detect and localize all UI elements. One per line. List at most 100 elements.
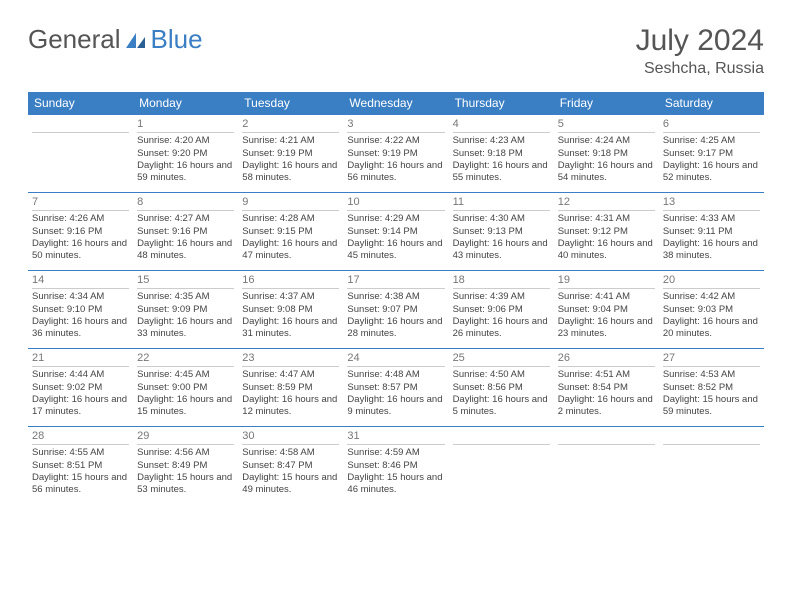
sunrise-text: Sunrise: 4:21 AM <box>242 135 339 147</box>
calendar-week-row: 28Sunrise: 4:55 AMSunset: 8:51 PMDayligh… <box>28 427 764 505</box>
day-number-empty <box>453 429 550 445</box>
calendar-day-cell: 6Sunrise: 4:25 AMSunset: 9:17 PMDaylight… <box>659 115 764 193</box>
calendar-body: 1 Sunrise: 4:20 AMSunset: 9:20 PM Daylight… <box>28 115 764 505</box>
day-info: Sunrise: 4:58 AMSunset: 8:47 PMDaylight:… <box>242 447 339 496</box>
sunset-text: Sunset: 9:04 PM <box>558 304 655 316</box>
page-header: General Blue July 2024 Seshcha, Russia <box>28 24 764 78</box>
calendar-day-cell: 28Sunrise: 4:55 AMSunset: 8:51 PMDayligh… <box>28 427 133 505</box>
daylight-text: Daylight: 16 hours and 43 minutes. <box>453 238 550 263</box>
day-number: 2 <box>242 117 339 133</box>
day-number: 17 <box>347 273 444 289</box>
day-header: Sunday <box>28 92 133 115</box>
calendar-day-cell: 20Sunrise: 4:42 AMSunset: 9:03 PMDayligh… <box>659 271 764 349</box>
daylight-text: Daylight: 16 hours and 36 minutes. <box>32 316 129 341</box>
title-area: July 2024 Seshcha, Russia <box>636 24 764 78</box>
sunrise-text: Sunrise: 4:29 AM <box>347 213 444 225</box>
day-number-empty <box>32 117 129 133</box>
sunset-text: Sunset: 8:56 PM <box>453 382 550 394</box>
sunrise-text: Sunrise: 4:30 AM <box>453 213 550 225</box>
daylight-text: Daylight: 16 hours and 50 minutes. <box>32 238 129 263</box>
sunset-text: Sunset: 9:20 PM <box>137 148 234 160</box>
calendar-day-cell <box>449 427 554 505</box>
sunset-text: Sunset: 9:07 PM <box>347 304 444 316</box>
logo-text-general: General <box>28 24 121 55</box>
calendar-day-cell: 15Sunrise: 4:35 AMSunset: 9:09 PMDayligh… <box>133 271 238 349</box>
sunrise-text: Sunrise: 4:24 AM <box>558 135 655 147</box>
calendar-day-cell: 3 Sunrise: 4:22 AMSunset: 9:19 PMDaylight… <box>343 115 448 193</box>
sunset-text: Sunset: 8:49 PM <box>137 460 234 472</box>
calendar-day-cell: 25 Sunrise: 4:50 AMSunset: 8:56 PMDayligh… <box>449 349 554 427</box>
sunset-text: Sunset: 9:08 PM <box>242 304 339 316</box>
sunset-text: Sunset: 9:14 PM <box>347 226 444 238</box>
sunset-text: Sunset: 8:46 PM <box>347 460 444 472</box>
sunset-text: Sunset: 9:16 PM <box>32 226 129 238</box>
day-number: 23 <box>242 351 339 367</box>
sunrise-text: Sunrise: 4:59 AM <box>347 447 444 459</box>
day-number: 27 <box>663 351 760 367</box>
daylight-text: Daylight: 16 hours and 47 minutes. <box>242 238 339 263</box>
calendar-day-cell: 22Sunrise: 4:45 AMSunset: 9:00 PMDayligh… <box>133 349 238 427</box>
location-text: Seshcha, Russia <box>636 60 764 78</box>
daylight-text: Daylight: 16 hours and 12 minutes. <box>242 394 339 419</box>
calendar-day-cell: 19Sunrise: 4:41 AMSunset: 9:04 PMDayligh… <box>554 271 659 349</box>
calendar-week-row: 21Sunrise: 4:44 AMSunset: 9:02 PMDayligh… <box>28 349 764 427</box>
day-header: Wednesday <box>343 92 448 115</box>
sunrise-text: Sunrise: 4:50 AM <box>453 369 550 381</box>
daylight-text: Daylight: 16 hours and 33 minutes. <box>137 316 234 341</box>
day-info: Sunrise: 4:38 AMSunset: 9:07 PMDaylight:… <box>347 291 444 340</box>
day-info: Sunrise: 4:22 AMSunset: 9:19 PMDaylight:… <box>347 135 444 184</box>
sunset-text: Sunset: 9:16 PM <box>137 226 234 238</box>
daylight-text: Daylight: 16 hours and 56 minutes. <box>347 160 444 185</box>
daylight-text: Daylight: 15 hours and 53 minutes. <box>137 472 234 497</box>
calendar-day-cell: 21Sunrise: 4:44 AMSunset: 9:02 PMDayligh… <box>28 349 133 427</box>
sunset-text: Sunset: 8:52 PM <box>663 382 760 394</box>
sunset-text: Sunset: 9:17 PM <box>663 148 760 160</box>
day-number: 25 <box>453 351 550 367</box>
daylight-text: Daylight: 16 hours and 23 minutes. <box>558 316 655 341</box>
day-info: Sunrise: 4:35 AMSunset: 9:09 PMDaylight:… <box>137 291 234 340</box>
day-info: Sunrise: 4:26 AMSunset: 9:16 PMDaylight:… <box>32 213 129 262</box>
day-info: Sunrise: 4:44 AMSunset: 9:02 PMDaylight:… <box>32 369 129 418</box>
daylight-text: Daylight: 16 hours and 5 minutes. <box>453 394 550 419</box>
day-number-empty <box>663 429 760 445</box>
sunrise-text: Sunrise: 4:48 AM <box>347 369 444 381</box>
day-info: Sunrise: 4:28 AMSunset: 9:15 PMDaylight:… <box>242 213 339 262</box>
sunset-text: Sunset: 9:13 PM <box>453 226 550 238</box>
day-number: 1 <box>137 117 234 133</box>
daylight-text: Daylight: 15 hours and 46 minutes. <box>347 472 444 497</box>
sunset-text: Sunset: 9:00 PM <box>137 382 234 394</box>
daylight-text: Daylight: 16 hours and 58 minutes. <box>242 160 339 185</box>
day-number: 13 <box>663 195 760 211</box>
calendar-week-row: 14Sunrise: 4:34 AMSunset: 9:10 PMDayligh… <box>28 271 764 349</box>
sunrise-text: Sunrise: 4:23 AM <box>453 135 550 147</box>
day-info: Sunrise: 4:48 AMSunset: 8:57 PMDaylight:… <box>347 369 444 418</box>
daylight-text: Daylight: 16 hours and 40 minutes. <box>558 238 655 263</box>
calendar-day-cell <box>28 115 133 193</box>
sunrise-text: Sunrise: 4:56 AM <box>137 447 234 459</box>
daylight-text: Daylight: 16 hours and 2 minutes. <box>558 394 655 419</box>
sunrise-text: Sunrise: 4:53 AM <box>663 369 760 381</box>
sunrise-text: Sunrise: 4:20 AM <box>137 135 234 147</box>
sunrise-text: Sunrise: 4:33 AM <box>663 213 760 225</box>
sunrise-text: Sunrise: 4:42 AM <box>663 291 760 303</box>
sunrise-text: Sunrise: 4:31 AM <box>558 213 655 225</box>
calendar-day-cell: 26Sunrise: 4:51 AMSunset: 8:54 PMDayligh… <box>554 349 659 427</box>
day-info: Sunrise: 4:24 AMSunset: 9:18 PMDaylight:… <box>558 135 655 184</box>
day-header: Tuesday <box>238 92 343 115</box>
day-number: 7 <box>32 195 129 211</box>
calendar-day-cell: 31Sunrise: 4:59 AMSunset: 8:46 PMDayligh… <box>343 427 448 505</box>
sunset-text: Sunset: 9:02 PM <box>32 382 129 394</box>
day-info: Sunrise: 4:45 AMSunset: 9:00 PMDaylight:… <box>137 369 234 418</box>
calendar-day-cell: 18Sunrise: 4:39 AMSunset: 9:06 PMDayligh… <box>449 271 554 349</box>
calendar-day-cell: 12Sunrise: 4:31 AMSunset: 9:12 PMDayligh… <box>554 193 659 271</box>
day-number: 19 <box>558 273 655 289</box>
daylight-text: Daylight: 16 hours and 17 minutes. <box>32 394 129 419</box>
day-number: 18 <box>453 273 550 289</box>
day-number: 3 <box>347 117 444 133</box>
calendar-day-cell: 16Sunrise: 4:37 AMSunset: 9:08 PMDayligh… <box>238 271 343 349</box>
sunrise-text: Sunrise: 4:38 AM <box>347 291 444 303</box>
day-number: 9 <box>242 195 339 211</box>
calendar-day-cell: 29Sunrise: 4:56 AMSunset: 8:49 PMDayligh… <box>133 427 238 505</box>
day-info: Sunrise: 4:27 AMSunset: 9:16 PMDaylight:… <box>137 213 234 262</box>
calendar-header-row: SundayMondayTuesdayWednesdayThursdayFrid… <box>28 92 764 115</box>
